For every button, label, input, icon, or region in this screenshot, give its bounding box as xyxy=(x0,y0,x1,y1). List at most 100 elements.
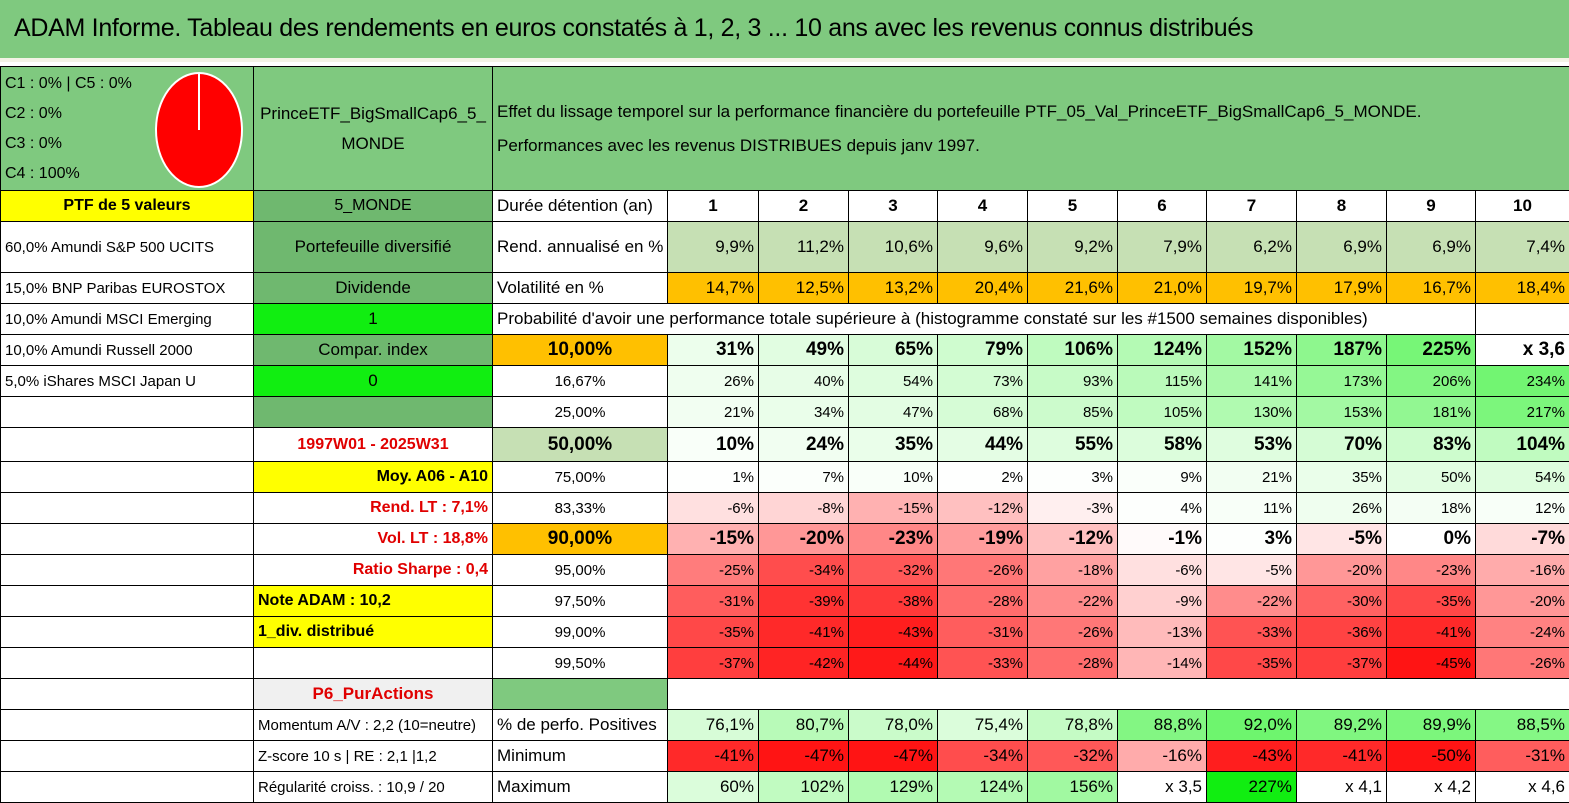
vol-cell: 20,4% xyxy=(938,273,1028,304)
probability-cell: 53% xyxy=(1207,428,1297,462)
year-header: 10 xyxy=(1476,191,1569,222)
legend-line: C1 : 0% | C5 : 0% xyxy=(5,75,132,93)
probability-cell: -41% xyxy=(759,617,849,648)
stat-cell: 89,2% xyxy=(1297,710,1387,741)
diversified-label: Portefeuille diversifié xyxy=(254,222,493,273)
probability-cell: -32% xyxy=(849,555,938,586)
year-header: 6 xyxy=(1118,191,1207,222)
fund-name-line1: PrinceETF_BigSmallCap6_5_ xyxy=(258,104,488,124)
stat-cell: -34% xyxy=(938,741,1028,772)
probability-cell: -20% xyxy=(759,524,849,555)
stat-cell: 156% xyxy=(1028,772,1118,803)
probability-cell: -45% xyxy=(1387,648,1476,679)
year-header: 8 xyxy=(1297,191,1387,222)
probability-cell: 24% xyxy=(759,428,849,462)
moy-label: Moy. A06 - A10 xyxy=(254,462,493,493)
stat-cell: -47% xyxy=(759,741,849,772)
year-header: 4 xyxy=(938,191,1028,222)
rend-cell: 9,6% xyxy=(938,222,1028,273)
empty-cell xyxy=(254,648,493,679)
vol-cell: 14,7% xyxy=(668,273,759,304)
stat-cell: 88,5% xyxy=(1476,710,1569,741)
legend-line: C3 : 0% xyxy=(5,135,62,153)
probability-cell: 49% xyxy=(759,335,849,366)
vol-lt-label: Vol. LT : 18,8% xyxy=(254,524,493,555)
empty-cell xyxy=(1,493,254,524)
probability-cell: 187% xyxy=(1297,335,1387,366)
probability-cell: 35% xyxy=(849,428,938,462)
probability-cell: 105% xyxy=(1118,397,1207,428)
probability-cell: -43% xyxy=(849,617,938,648)
stat-side-label: Régularité croiss. : 10,9 / 20 xyxy=(254,772,493,803)
probability-threshold: 97,50% xyxy=(493,586,668,617)
empty-cell xyxy=(1,648,254,679)
probability-cell: -25% xyxy=(668,555,759,586)
stat-cell: x 3,5 xyxy=(1118,772,1207,803)
probability-cell: -9% xyxy=(1118,586,1207,617)
probability-cell: 35% xyxy=(1297,462,1387,493)
probability-cell: 0% xyxy=(1387,524,1476,555)
holding-row: 10,0% Amundi Russell 2000 xyxy=(1,335,254,366)
probability-cell: 1% xyxy=(668,462,759,493)
probability-cell: -22% xyxy=(1207,586,1297,617)
duration-label: Durée détention (an) xyxy=(493,191,668,222)
probability-cell: -35% xyxy=(668,617,759,648)
vol-label: Volatilité en % xyxy=(493,273,668,304)
empty-cell xyxy=(1,741,254,772)
stat-cell: x 4,6 xyxy=(1476,772,1569,803)
probability-cell: -33% xyxy=(938,648,1028,679)
probability-threshold: 75,00% xyxy=(493,462,668,493)
probability-cell: 124% xyxy=(1118,335,1207,366)
allocation-pie-chart xyxy=(154,71,244,189)
holdings-header: PTF de 5 valeurs xyxy=(1,191,254,222)
vol-cell: 17,9% xyxy=(1297,273,1387,304)
dividend-label: Dividende xyxy=(254,273,493,304)
probability-cell: -37% xyxy=(668,648,759,679)
empty-cell xyxy=(1,555,254,586)
vol-cell: 16,7% xyxy=(1387,273,1476,304)
rend-cell: 7,4% xyxy=(1476,222,1569,273)
probability-cell: 34% xyxy=(759,397,849,428)
probability-cell: 26% xyxy=(1297,493,1387,524)
empty-cell xyxy=(493,679,668,710)
probability-cell: -28% xyxy=(938,586,1028,617)
probability-cell: -8% xyxy=(759,493,849,524)
stat-cell: 78,8% xyxy=(1028,710,1118,741)
stat-side-label: Momentum A/V : 2,2 (10=neutre) xyxy=(254,710,493,741)
rend-cell: 6,9% xyxy=(1297,222,1387,273)
performance-table: C1 : 0% | C5 : 0% C2 : 0% C3 : 0% C4 : 1… xyxy=(0,66,1569,803)
probability-cell: 70% xyxy=(1297,428,1387,462)
year-header: 1 xyxy=(668,191,759,222)
probability-cell: -6% xyxy=(1118,555,1207,586)
probability-cell: -44% xyxy=(849,648,938,679)
rend-cell: 11,2% xyxy=(759,222,849,273)
fund-name-line2: MONDE xyxy=(258,134,488,154)
probability-cell: -31% xyxy=(668,586,759,617)
stat-cell: 80,7% xyxy=(759,710,849,741)
probability-cell: -23% xyxy=(1387,555,1476,586)
description: Effet du lissage temporel sur la perform… xyxy=(493,67,1569,191)
stat-cell: 124% xyxy=(938,772,1028,803)
rend-cell: 9,2% xyxy=(1028,222,1118,273)
probability-cell: 7% xyxy=(759,462,849,493)
probability-cell: -37% xyxy=(1297,648,1387,679)
probability-cell: 18% xyxy=(1387,493,1476,524)
stat-cell: -43% xyxy=(1207,741,1297,772)
probability-cell: -26% xyxy=(1028,617,1118,648)
stat-label: % de perfo. Positives xyxy=(493,710,668,741)
probability-cell: -26% xyxy=(1476,648,1569,679)
probability-cell: 73% xyxy=(938,366,1028,397)
rend-label: Rend. annualisé en % xyxy=(493,222,668,273)
rend-cell: 6,2% xyxy=(1207,222,1297,273)
probability-cell: 106% xyxy=(1028,335,1118,366)
period-label: 1997W01 - 2025W31 xyxy=(254,428,493,462)
holding-row: 5,0% iShares MSCI Japan U xyxy=(1,366,254,397)
probability-cell: 11% xyxy=(1207,493,1297,524)
probability-cell: 3% xyxy=(1207,524,1297,555)
stat-side-label: Z-score 10 s | RE : 2,1 |1,2 xyxy=(254,741,493,772)
note-label: Note ADAM : 10,2 xyxy=(254,586,493,617)
region-label: 5_MONDE xyxy=(254,191,493,222)
probability-threshold: 90,00% xyxy=(493,524,668,555)
stat-cell: -41% xyxy=(1297,741,1387,772)
empty-cell xyxy=(1,524,254,555)
